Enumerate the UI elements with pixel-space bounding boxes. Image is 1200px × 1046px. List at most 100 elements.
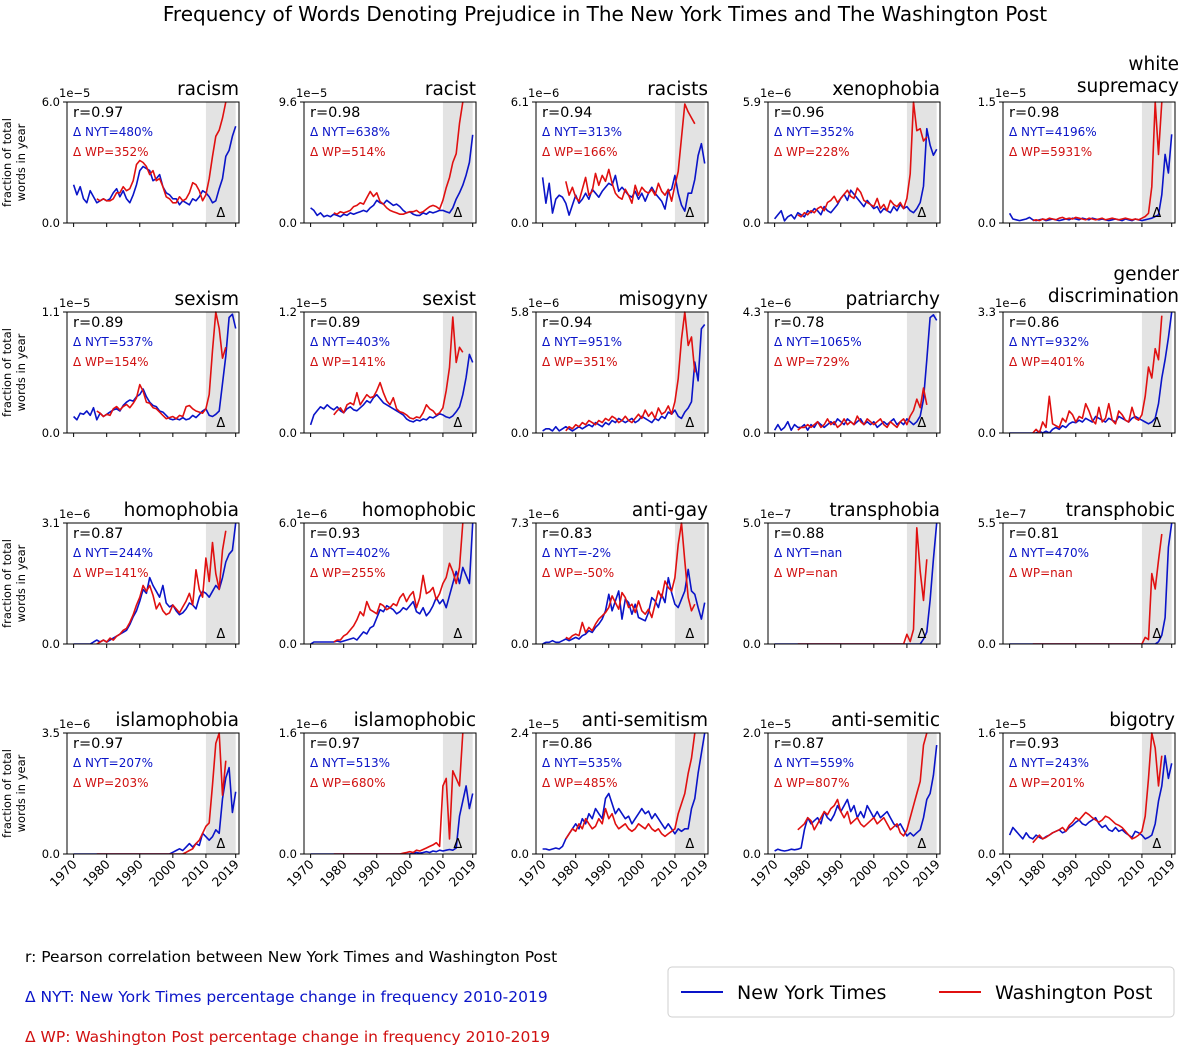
nyt-series-line [73,766,237,854]
x-tick-label: 2019 [910,856,943,889]
y-exponent-label: 1e−7 [760,507,791,521]
plot-frame [303,311,477,434]
correlation-label: r=0.89 [310,315,360,331]
correlation-label: r=0.96 [774,105,824,121]
y-axis-label-line1: fraction of total [0,539,14,628]
x-tick-label: 1990 [1049,856,1082,889]
wp-series-line [565,103,696,204]
x-tick-label: 2010 [648,856,681,889]
y-axis-label-line2: words in year [14,544,28,622]
x-tick-label: 2000 [847,856,880,889]
delta-marker: Δ [685,206,694,221]
y-exponent-label: 1e−6 [760,296,791,310]
plot-frame [535,732,709,855]
delta-shading [442,523,473,644]
delta-nyt-label: Δ NYT=313% [542,125,622,139]
delta-wp-label: Δ WP=485% [542,776,618,790]
wp-series-line [797,387,928,431]
plot-frame [303,522,477,645]
nyt-series-line [309,353,474,426]
y-axis-label-line2: words in year [14,754,28,832]
delta-shading [674,733,705,854]
x-tick-label: 2019 [1145,856,1178,889]
panel-xenophobia: 5.9 0.0 1e−6 xenophobia r=0.96 Δ NYT=352% Δ WP… [743,79,941,230]
delta-wp-label: Δ WP=201% [1009,776,1085,790]
correlation-label: r=0.97 [73,105,123,121]
wp-series-line [797,526,928,644]
delta-marker: Δ [216,837,225,852]
y-tick-label-max: 6.0 [279,516,297,530]
delta-nyt-label: Δ NYT=244% [73,546,153,560]
x-tick-label: 1990 [582,856,615,889]
panel-title: white [1128,54,1179,75]
correlation-label: r=0.97 [310,736,360,752]
y-exponent-label: 1e−6 [528,296,559,310]
y-tick-label-max: 1.2 [279,305,297,319]
nyt-series-line [1008,754,1173,840]
y-tick-label-max: 1.1 [42,305,60,319]
delta-marker: Δ [685,416,694,431]
delta-nyt-label: Δ NYT=932% [1009,335,1089,349]
y-tick-label-max: 3.1 [42,516,60,530]
delta-shading [205,102,236,223]
wp-series-line [333,101,464,215]
legend-frame [667,966,1175,1018]
plot-frame [535,311,709,434]
delta-wp-label: Δ WP=203% [73,776,149,790]
nyt-series-line [541,142,706,216]
wp-series-line [797,732,928,837]
x-tick-label: 1990 [350,856,383,889]
y-exponent-label: 1e−5 [296,86,327,100]
wp-series-line [333,522,464,643]
x-tick-label: 2019 [678,856,711,889]
delta-nyt-label: Δ NYT=1065% [774,335,862,349]
delta-nyt-label: Δ NYT=559% [774,756,854,770]
wp-series-line [96,732,227,854]
plot-frame [1002,311,1176,434]
y-tick-label-max: 7.3 [511,516,529,530]
nyt-series-line [542,324,706,432]
delta-shading [442,102,473,223]
plot-frame [303,101,477,224]
delta-marker: Δ [1152,837,1161,852]
panel-title: sexist [422,289,476,310]
correlation-label: r=0.87 [774,736,824,752]
delta-marker: Δ [453,837,462,852]
wp-series-line [1032,732,1163,844]
y-tick-label-min: 0.0 [743,216,761,230]
y-tick-label-min: 0.0 [978,847,996,861]
panel-title: anti-semitism [582,710,708,731]
y-tick-label-min: 0.0 [42,426,60,440]
y-tick-label-min: 0.0 [279,637,297,651]
y-exponent-label: 1e−5 [59,296,90,310]
x-tick-label: 1970 [983,856,1016,889]
delta-nyt-label: Δ NYT=513% [310,756,390,770]
y-tick-label-max: 3.5 [42,726,60,740]
y-tick-label-max: 2.0 [743,726,761,740]
x-tick-label: 1980 [549,856,582,889]
y-tick-label-max: 5.8 [511,305,529,319]
plot-frame [767,311,941,434]
delta-wp-label: Δ WP=401% [1009,355,1085,369]
y-tick-label-min: 0.0 [511,847,529,861]
plot-frame [66,311,240,434]
delta-wp-label: Δ WP=351% [542,355,618,369]
plot-frame [66,101,240,224]
y-tick-label-max: 1.5 [978,95,996,109]
panel-title: sexism [175,289,239,310]
correlation-label: r=0.83 [542,526,592,542]
delta-wp-label: Δ WP=680% [310,776,386,790]
note-r: r: Pearson correlation between New York … [25,948,557,966]
panel-anti-gay: 7.3 0.0 1e−6 anti-gay r=0.83 Δ NYT=-2% Δ WP=-5… [511,500,709,651]
delta-wp-label: Δ WP=5931% [1009,145,1092,159]
panel-grid: 6.0 0.0 1e−5 racism r=0.97 Δ NYT=480% Δ WP=352… [0,54,1179,890]
delta-wp-label: Δ WP=-50% [542,566,614,580]
panel-title: islamophobia [115,710,239,731]
y-exponent-label: 1e−5 [59,86,90,100]
panel-title: transphobic [1066,500,1175,521]
delta-wp-label: Δ WP=154% [73,355,149,369]
panel-racists: 6.1 0.0 1e−6 racists r=0.94 Δ NYT=313% Δ WP=16… [511,79,709,230]
